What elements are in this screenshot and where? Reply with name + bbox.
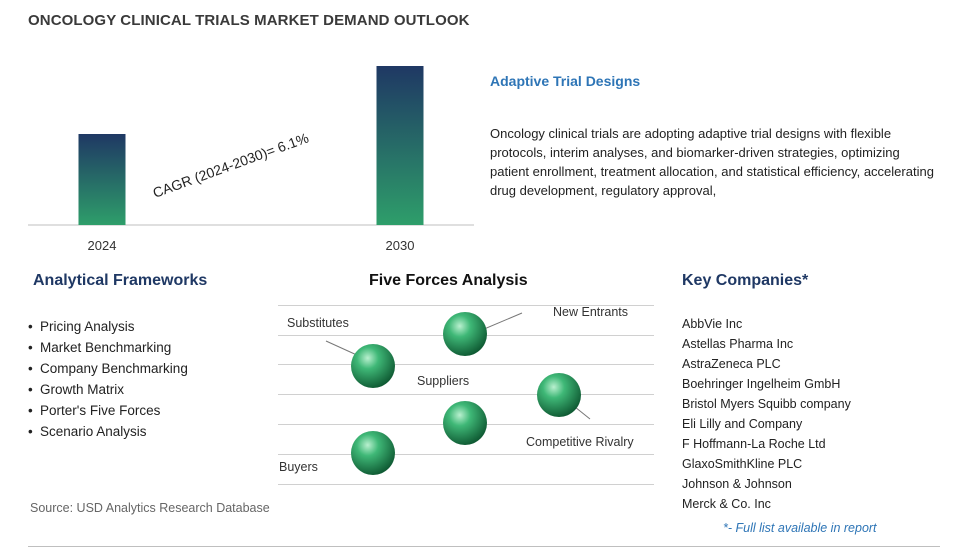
companies-list: AbbVie Inc Astellas Pharma Inc AstraZene… bbox=[682, 314, 851, 514]
list-item: AstraZeneca PLC bbox=[682, 357, 781, 371]
force-label-competitive-rivalry: Competitive Rivalry bbox=[526, 435, 634, 449]
list-item: Pricing Analysis bbox=[28, 316, 188, 337]
list-item: Astellas Pharma Inc bbox=[682, 337, 794, 351]
bottom-divider bbox=[28, 546, 940, 547]
divider bbox=[278, 484, 654, 485]
divider bbox=[278, 394, 654, 395]
frameworks-heading: Analytical Frameworks bbox=[33, 272, 208, 289]
trend-heading: Adaptive Trial Designs bbox=[490, 73, 641, 89]
trend-description: Oncology clinical trials are adopting ad… bbox=[490, 126, 934, 198]
list-item: Boehringer Ingelheim GmbH bbox=[682, 377, 841, 391]
divider bbox=[278, 454, 654, 455]
companies-footnote: *- Full list available in report bbox=[723, 521, 877, 535]
force-sphere-buyers bbox=[351, 431, 395, 475]
x-tick-label: 2024 bbox=[88, 238, 117, 253]
frameworks-list: Pricing Analysis Market Benchmarking Com… bbox=[28, 316, 188, 442]
force-label-suppliers: Suppliers bbox=[417, 374, 470, 388]
companies-heading: Key Companies* bbox=[682, 272, 809, 289]
force-label-substitutes: Substitutes bbox=[287, 316, 349, 330]
force-sphere-substitutes bbox=[351, 344, 395, 388]
five-forces-heading: Five Forces Analysis bbox=[369, 272, 528, 289]
list-item: Johnson & Johnson bbox=[682, 477, 792, 491]
list-item: Company Benchmarking bbox=[28, 358, 188, 379]
bar-2024 bbox=[78, 134, 126, 225]
list-item: Market Benchmarking bbox=[28, 337, 188, 358]
cagr-annotation: CAGR (2024-2030)= 6.1% bbox=[151, 129, 311, 200]
x-tick-label: 2030 bbox=[386, 238, 415, 253]
list-item: Porter's Five Forces bbox=[28, 400, 188, 421]
list-item: GlaxoSmithKline PLC bbox=[682, 457, 803, 471]
list-item: Eli Lilly and Company bbox=[682, 417, 803, 431]
list-item: Growth Matrix bbox=[28, 379, 188, 400]
list-item: Scenario Analysis bbox=[28, 421, 188, 442]
bar-2030 bbox=[376, 66, 424, 225]
five-forces-graphic bbox=[325, 312, 591, 475]
force-sphere-suppliers bbox=[443, 401, 487, 445]
force-label-buyers: Buyers bbox=[279, 460, 318, 474]
divider bbox=[278, 305, 654, 306]
list-item: Bristol Myers Squibb company bbox=[682, 397, 851, 411]
list-item: Merck & Co. Inc bbox=[682, 497, 771, 511]
list-item: AbbVie Inc bbox=[682, 317, 743, 331]
source-note: Source: USD Analytics Research Database bbox=[30, 501, 270, 515]
list-item: F Hoffmann-La Roche Ltd bbox=[682, 437, 826, 451]
force-sphere-new-entrants bbox=[443, 312, 487, 356]
page-title: ONCOLOGY CLINICAL TRIALS MARKET DEMAND O… bbox=[28, 12, 470, 29]
market-bar-chart: 2024 2030 CAGR (2024-2030)= 6.1% bbox=[28, 66, 474, 253]
force-label-new-entrants: New Entrants bbox=[553, 305, 629, 319]
divider bbox=[278, 364, 654, 365]
force-sphere-competitive-rivalry bbox=[537, 373, 581, 417]
